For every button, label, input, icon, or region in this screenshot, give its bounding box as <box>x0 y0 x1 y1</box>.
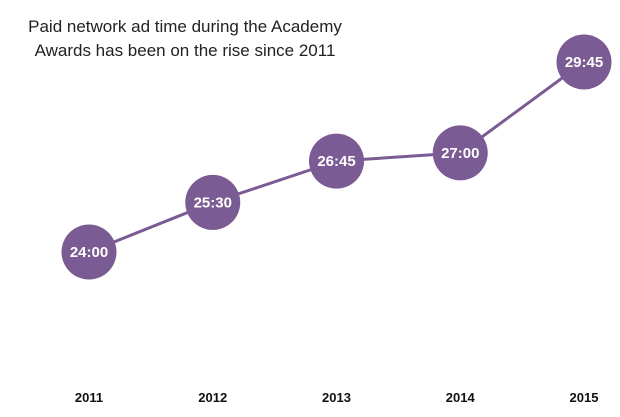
x-tick-label-2011: 2011 <box>75 390 103 405</box>
chart-title: Paid network ad time during the Academy … <box>0 15 370 63</box>
chart-title-line-1: Paid network ad time during the Academy <box>28 17 342 36</box>
x-tick-label-2015: 2015 <box>570 390 599 405</box>
data-point-2012 <box>185 174 241 230</box>
x-tick-label-2013: 2013 <box>322 390 351 405</box>
x-axis-ticks: 2011 2012 2013 2014 2015 <box>75 390 599 405</box>
data-label-2012: 25:30 <box>194 194 232 211</box>
data-point-2014 <box>432 125 488 181</box>
data-point-2013 <box>309 133 364 189</box>
data-point-2011 <box>61 224 117 280</box>
data-label-2013: 26:45 <box>317 153 355 170</box>
data-label-2015: 29:45 <box>565 54 603 71</box>
chart-title-line-2: Awards has been on the rise since 2011 <box>34 41 336 60</box>
x-tick-label-2012: 2012 <box>198 390 227 405</box>
data-label-2014: 27:00 <box>441 145 479 162</box>
data-points-layer: 24:00 25:30 26:45 27:00 29:45 <box>61 34 612 280</box>
data-point-2015 <box>556 34 612 90</box>
x-tick-label-2014: 2014 <box>446 390 476 405</box>
data-label-2011: 24:00 <box>70 244 108 261</box>
